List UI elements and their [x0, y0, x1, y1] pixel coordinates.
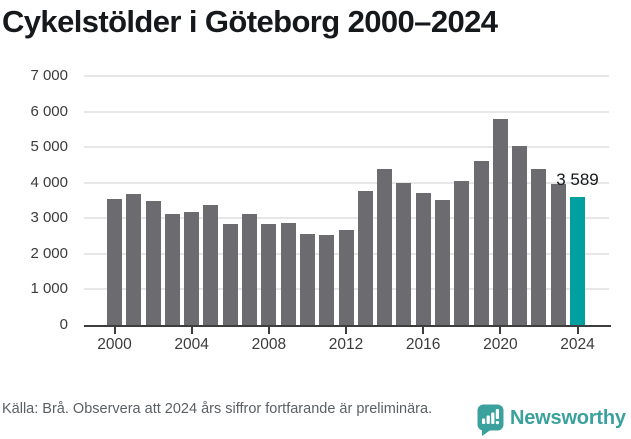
bar-2017	[434, 200, 450, 325]
x-axis-tick-2024	[576, 327, 579, 334]
x-axis-label-2012: 2012	[328, 336, 364, 353]
x-axis-tick-2016	[422, 327, 425, 334]
x-axis-line	[84, 325, 611, 327]
y-axis-label-0: 0	[59, 316, 68, 333]
x-axis-tick-2000	[113, 327, 116, 334]
bar-2012	[338, 230, 354, 325]
bar-2023	[550, 184, 566, 325]
x-axis-tick-2012	[345, 327, 347, 334]
bar-2020	[492, 119, 508, 325]
x-axis-tick-2008	[267, 327, 270, 334]
bar-2015	[396, 183, 412, 325]
x-axis-label-2000: 2000	[97, 336, 132, 353]
bar-2001	[126, 194, 142, 325]
plot-area: 3 589	[84, 75, 609, 325]
brand-name: Newsworthy	[510, 407, 626, 429]
gridline-5000	[84, 146, 609, 149]
bar-2022	[531, 169, 547, 325]
x-axis-label-2024: 2024	[560, 336, 595, 353]
newsworthy-logo-icon	[477, 404, 504, 436]
x-axis-label-2016: 2016	[405, 336, 441, 353]
x-axis-label-2004: 2004	[174, 336, 209, 353]
bar-2007	[242, 214, 258, 325]
x-axis-tick-2004	[190, 327, 193, 334]
y-axis-label-5000: 5 000	[30, 138, 68, 156]
bar-2010	[299, 234, 315, 325]
bar-2000	[107, 199, 122, 325]
gridline-7000	[84, 75, 609, 77]
bar-2019	[473, 161, 489, 325]
x-axis-label-2008: 2008	[251, 336, 287, 353]
y-axis-label-7000: 7 000	[30, 67, 68, 84]
highlight-value-label: 3 589	[556, 170, 599, 190]
bar-chart: 3 589 0 1 000 2 000 3 000 4 000 5 000 6 000 7 0…	[30, 67, 611, 353]
gridline-6000	[84, 110, 609, 113]
bar-2014	[377, 168, 393, 325]
gridline-4000	[84, 181, 609, 184]
bar-2008	[261, 223, 277, 325]
bar-2024	[570, 197, 585, 325]
brand-logo: Newsworthy	[477, 404, 626, 436]
bar-2021	[512, 146, 528, 325]
bar-2004	[184, 211, 200, 325]
y-axis-label-6000: 6 000	[30, 102, 68, 120]
x-axis-tick-2020	[499, 327, 502, 334]
bar-2013	[357, 191, 373, 325]
bar-2018	[454, 180, 470, 325]
bar-2009	[280, 223, 296, 325]
y-axis-label-4000: 4 000	[30, 173, 68, 191]
bar-2003	[164, 214, 180, 325]
y-axis-label-3000: 3 000	[30, 209, 68, 227]
y-axis-label-1000: 1 000	[30, 280, 68, 298]
source-note: Källa: Brå. Observera att 2024 års siffr…	[2, 401, 433, 417]
bar-2005	[203, 205, 219, 325]
bar-2002	[145, 200, 161, 325]
chart-title: Cykelstölder i Göteborg 2000–2024	[2, 4, 498, 39]
x-axis-label-2020: 2020	[483, 336, 518, 353]
bar-2016	[415, 192, 431, 325]
gridline-3000	[84, 217, 609, 220]
bar-2011	[319, 235, 335, 325]
bar-2006	[222, 224, 238, 325]
y-axis-label-2000: 2 000	[30, 244, 68, 262]
